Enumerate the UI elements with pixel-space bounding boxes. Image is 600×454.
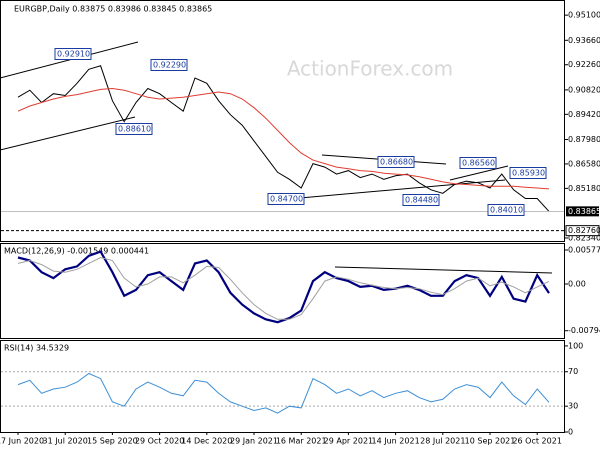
- series-line: [17, 65, 550, 212]
- annotation: 0.92910: [57, 50, 90, 59]
- rsi-title: RSI(14) 34.5329: [4, 344, 69, 353]
- y-tick-label: 0.86580: [568, 159, 600, 168]
- y-tick-label: 0.85180: [568, 184, 600, 193]
- price-title: EURGBP,Daily 0.83875 0.83986 0.83845 0.8…: [14, 5, 212, 14]
- y-tick-label: 0.87980: [568, 135, 600, 144]
- watermark: ActionForex.com: [287, 57, 453, 81]
- y-tick-label: -0.007941: [568, 326, 600, 335]
- x-tick-label: 31 Jul 2020: [43, 437, 88, 446]
- macd-divergence: [334, 266, 553, 274]
- annotation: 0.84700: [270, 195, 303, 204]
- x-tick-label: 16 Mar 2021: [276, 437, 327, 446]
- rsi-panel: [0, 340, 565, 433]
- x-tick-label: 14 Jun 2021: [372, 437, 420, 446]
- y-tick-label: 0.89420: [568, 110, 600, 119]
- annotation: 0.84010: [490, 206, 523, 215]
- series-line: [17, 372, 550, 414]
- x-tick-label: 15 Sep 2020: [87, 437, 138, 446]
- annotation-box: [267, 193, 305, 205]
- x-tick-label: 29 Apr 2021: [324, 437, 373, 446]
- annotation-box: [54, 48, 92, 60]
- price-panel: [0, 0, 565, 242]
- y-tick-label: 70: [568, 367, 578, 376]
- channel-line: [449, 165, 509, 181]
- last-price-box: [566, 206, 599, 217]
- x-tick-label: 29 Jan 2021: [230, 437, 278, 446]
- x-tick-label: 28 Jul 2021: [420, 437, 465, 446]
- x-tick-label: 26 Oct 2021: [512, 437, 561, 446]
- level-label: 0.82760: [568, 226, 600, 235]
- y-tick-label: 0.90820: [568, 85, 600, 94]
- y-tick-label: 0.82340: [568, 233, 600, 242]
- x-tick-label: 29 Oct 2020: [135, 437, 184, 446]
- channel-bottom: [0, 116, 136, 151]
- y-tick-label: 0.005779: [568, 246, 600, 255]
- macd-panel: [0, 243, 565, 339]
- y-tick-label: 0.92260: [568, 60, 600, 69]
- annotation-box: [459, 157, 497, 169]
- y-tick-label: 100: [568, 341, 583, 350]
- y-tick-label: 30: [568, 402, 578, 411]
- annotation-box: [402, 194, 440, 206]
- annotation: 0.92290: [153, 61, 186, 70]
- series-line: [17, 87, 550, 190]
- level-box: [565, 225, 600, 237]
- annotation: 0.85930: [512, 169, 545, 178]
- x-tick-label: 14 Dec 2020: [181, 437, 232, 446]
- series-line: [17, 256, 550, 320]
- annotation: 0.86680: [380, 158, 413, 167]
- annotation-box: [487, 204, 525, 216]
- annotation-box: [509, 167, 547, 179]
- trend-lines: [0, 41, 553, 274]
- x-tick-label: 17 Jun 2020: [0, 437, 44, 446]
- annotation-box: [115, 123, 153, 135]
- annotation: 0.86560: [462, 159, 495, 168]
- y-tick-label: 0.93660: [568, 36, 600, 45]
- x-tick-label: 10 Sep 2021: [465, 437, 516, 446]
- last-price-label: 0.83865: [568, 207, 600, 216]
- y-tick-label: 0.00: [568, 280, 586, 289]
- triangle-bottom: [299, 179, 506, 199]
- annotation: 0.84480: [405, 196, 438, 205]
- y-tick-label: 0.95100: [568, 11, 600, 20]
- annotation: 0.88610: [118, 125, 151, 134]
- annotation-box: [150, 59, 188, 71]
- macd-title: MACD(12,26,9) -0.001549 0.000441: [4, 247, 149, 256]
- series-line: [17, 250, 550, 324]
- annotation-box: [377, 156, 415, 168]
- y-tick-label: 0: [568, 428, 573, 437]
